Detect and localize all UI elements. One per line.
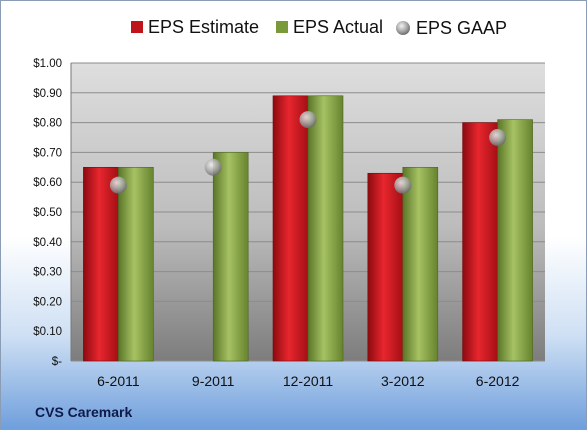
y-tick-label: $0.20 — [33, 296, 62, 308]
eps-gaap-marker — [394, 176, 412, 194]
eps-estimate-bar — [272, 95, 309, 362]
x-tick-label: 3-2012 — [381, 373, 425, 389]
eps-gaap-marker — [489, 129, 507, 146]
legend-label-eps-estimate: EPS Estimate — [148, 17, 259, 37]
y-tick-label: $0.30 — [33, 267, 62, 279]
legend-swatch-eps-gaap — [396, 21, 410, 35]
y-tick-label: $0.90 — [33, 88, 62, 100]
eps-gaap-marker — [204, 158, 222, 176]
y-tick-label: $0.80 — [33, 118, 62, 130]
legend-item-eps-estimate: EPS Estimate — [131, 17, 259, 37]
legend: EPS Estimate EPS Actual EPS GAAP — [131, 17, 507, 38]
eps-gaap-marker — [109, 176, 127, 194]
y-tick-label: $0.10 — [33, 326, 62, 338]
y-tick-label: $0.60 — [33, 177, 62, 189]
eps-estimate-bar — [462, 122, 498, 362]
x-tick-label: 12-2011 — [283, 373, 334, 389]
gaap-markers — [109, 111, 507, 194]
eps-actual-bar — [212, 152, 249, 362]
x-axis: 6-2011 9-2011 12-2011 3-2012 6-2012 — [97, 373, 519, 389]
eps-actual-bar — [118, 167, 154, 362]
y-tick-label: $0.40 — [33, 237, 62, 249]
bars — [83, 95, 533, 362]
eps-actual-bar — [497, 119, 533, 362]
y-tick-label: $1.00 — [33, 58, 62, 70]
x-tick-label: 6-2012 — [476, 373, 520, 389]
y-axis: $- $0.10 $0.20 $0.30 $0.40 $0.50 $0.60 $0.70 $0.… — [33, 58, 72, 368]
company-name: CVS Caremark — [35, 404, 132, 420]
eps-estimate-bar — [83, 167, 119, 362]
legend-swatch-eps-actual — [276, 21, 288, 33]
eps-gaap-marker — [299, 111, 317, 129]
eps-actual-bar — [402, 167, 439, 362]
y-tick-label: $- — [52, 356, 62, 368]
eps-actual-bar — [307, 95, 344, 362]
legend-label-eps-actual: EPS Actual — [293, 17, 383, 37]
y-tick-label: $0.70 — [33, 147, 62, 159]
x-tick-label: 6-2011 — [97, 373, 140, 389]
x-tick-label: 9-2011 — [192, 373, 235, 389]
legend-item-eps-gaap: EPS GAAP — [396, 18, 507, 38]
legend-item-eps-actual: EPS Actual — [276, 17, 383, 37]
y-tick-label: $0.50 — [33, 207, 62, 219]
legend-swatch-eps-estimate — [131, 21, 143, 33]
eps-estimate-bar — [367, 172, 404, 362]
legend-label-eps-gaap: EPS GAAP — [416, 18, 507, 38]
